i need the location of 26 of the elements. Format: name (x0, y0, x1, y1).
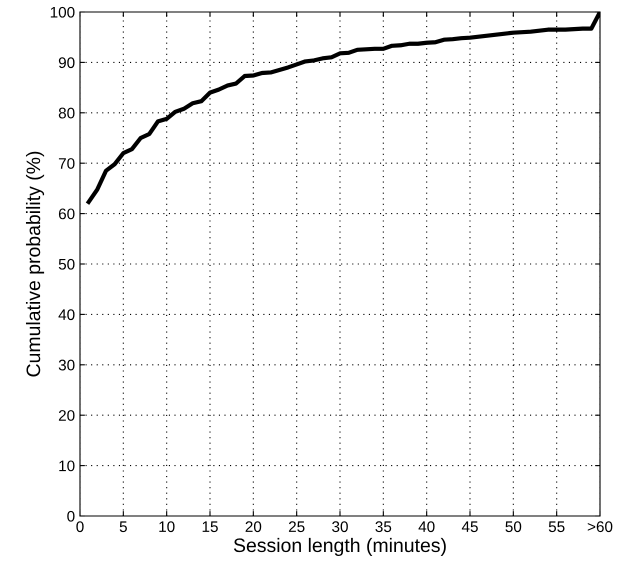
y-axis-title: Cumulative probability (%) (26, 152, 44, 376)
x-axis-title: Session length (minutes) (234, 538, 446, 556)
x-tick-label: 20 (246, 521, 262, 532)
x-tick-label: 55 (548, 521, 565, 532)
y-tick-label: 40 (58, 309, 75, 320)
x-tick-label: 35 (375, 521, 392, 532)
y-tick-label: 30 (58, 360, 75, 370)
y-tick-label: 50 (58, 258, 75, 270)
x-tick-label: 15 (202, 521, 218, 532)
y-tick-label: 70 (58, 158, 75, 169)
y-tick-label: 10 (59, 460, 75, 472)
y-tick-label: 90 (58, 57, 75, 68)
x-tick-label: 25 (288, 521, 305, 532)
x-tick-label: 30 (332, 521, 348, 532)
x-tick-label: 50 (505, 521, 522, 532)
x-tick-label: 10 (159, 521, 175, 532)
y-tick-label: 60 (58, 208, 75, 220)
x-tick-label: 45 (462, 521, 478, 532)
x-tick-label: 40 (418, 521, 435, 532)
x-tick-label: >60 (588, 521, 612, 532)
x-tick-label: 5 (120, 521, 127, 532)
y-tick-label: 80 (58, 108, 75, 118)
y-tick-label: 100 (50, 6, 75, 18)
y-tick-label: 20 (58, 410, 75, 421)
x-tick-label: 0 (76, 521, 84, 532)
y-tick-label: 0 (67, 510, 75, 522)
